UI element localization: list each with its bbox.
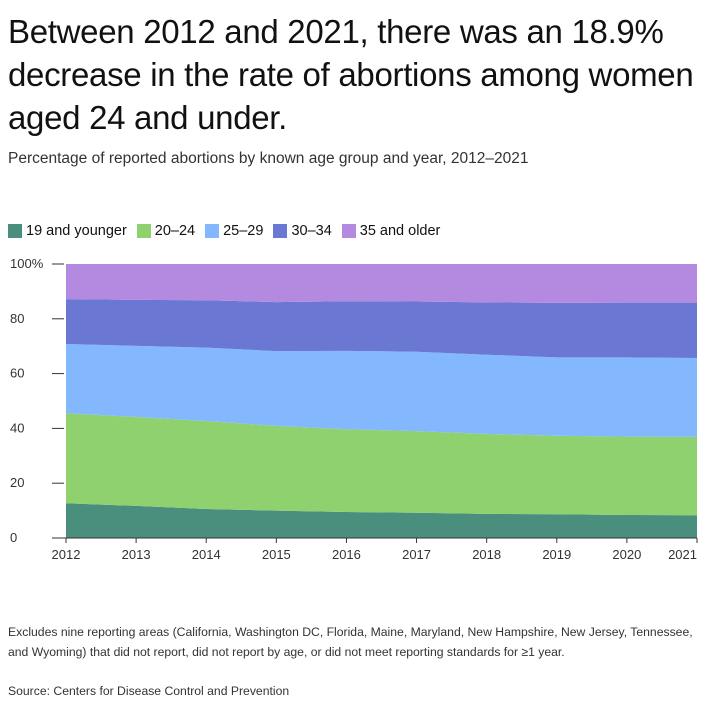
y-tick-label: 100% — [10, 256, 44, 271]
y-tick-label: 0 — [10, 530, 17, 545]
area-20-24 — [66, 413, 697, 516]
x-tick-label: 2021 — [668, 547, 697, 562]
legend-label: 25–29 — [223, 223, 264, 239]
area-19-and-younger — [66, 503, 697, 538]
area-25-29 — [66, 344, 697, 437]
chart-subtitle: Percentage of reported abortions by know… — [8, 150, 529, 167]
y-tick-label: 60 — [10, 366, 24, 381]
x-tick-label: 2014 — [192, 547, 221, 562]
legend-label: 30–34 — [291, 223, 332, 239]
x-tick-label: 2016 — [332, 547, 361, 562]
legend-label: 20–24 — [154, 223, 196, 239]
chart-title: Between 2012 and 2021, there was an 18.9… — [8, 13, 694, 136]
source-note: Source: Centers for Disease Control and … — [8, 684, 290, 698]
legend-label: 35 and older — [359, 223, 441, 239]
y-tick-label: 20 — [10, 475, 24, 490]
legend-swatch — [341, 224, 356, 238]
y-tick-label: 80 — [10, 311, 24, 326]
area-35-and-older — [66, 264, 697, 303]
x-tick-label: 2019 — [542, 547, 571, 562]
x-tick-label: 2020 — [612, 547, 641, 562]
y-tick-label: 40 — [10, 420, 24, 435]
legend-swatch — [205, 224, 220, 238]
area-series-group — [66, 264, 697, 538]
area-30-34 — [66, 299, 697, 358]
x-tick-label: 2012 — [52, 547, 81, 562]
legend-item-20-24: 20–24 — [136, 223, 196, 239]
x-tick-label: 2017 — [402, 547, 431, 562]
x-axis: 2012 2013 2014 2015 2016 2017 2018 2019 2020 2021 — [52, 537, 698, 562]
legend-item-30-34: 30–34 — [273, 223, 332, 239]
legend-item-35-and-older: 35 and older — [341, 223, 441, 239]
chart-legend: 19 and younger 20–24 25–29 30–34 35 and olde… — [8, 221, 450, 241]
legend-label: 19 and younger — [26, 223, 127, 239]
legend-swatch — [273, 224, 288, 238]
legend-item-25-29: 25–29 — [205, 223, 263, 239]
x-tick-label: 2018 — [472, 547, 501, 562]
legend-swatch — [8, 224, 22, 238]
y-axis: 0 20 40 60 80 100% — [10, 256, 64, 545]
x-tick-label: 2013 — [122, 547, 151, 562]
footnote: Excludes nine reporting areas (Californi… — [8, 625, 693, 659]
legend-item-19-and-younger: 19 and younger — [8, 223, 127, 239]
legend-swatch — [136, 224, 151, 238]
x-tick-label: 2015 — [262, 547, 291, 562]
